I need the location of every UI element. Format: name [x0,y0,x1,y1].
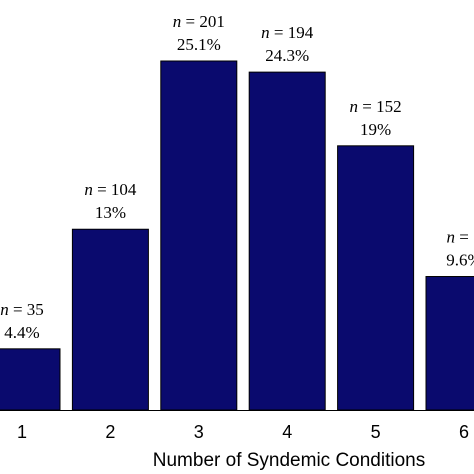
percent-label: 25.1% [177,35,221,54]
count-label: n = 35 [0,300,44,319]
count-label: n = 104 [84,180,137,199]
bar-1 [0,348,61,411]
percent-label: 24.3% [265,46,309,65]
x-tick-label: 5 [371,422,381,442]
count-label: n = 194 [261,23,314,42]
x-axis-title: Number of Syndemic Conditions [153,450,425,471]
count-label: n = 7 [446,228,474,247]
percent-label: 13% [95,203,126,222]
bar-3 [160,60,238,411]
x-tick-labels: 1 2 3 4 5 6 [17,422,469,442]
percent-label: 4.4% [4,323,39,342]
percent-label: 19% [360,120,391,139]
percent-label: 9.6% [446,251,474,270]
x-tick-label: 4 [282,422,292,442]
x-tick-label: 3 [194,422,204,442]
bar-5 [337,145,415,411]
bars-layer [0,60,474,411]
bar-2 [71,228,149,411]
bar-4 [248,71,326,411]
data-labels: n = 35 4.4% n = 104 13% n = 201 25.1% n = 194 2… [0,12,474,342]
count-label: n = 201 [173,12,225,31]
x-tick-label: 6 [459,422,469,442]
x-tick-label: 1 [17,422,27,442]
bar-6 [425,276,474,411]
x-tick-label: 2 [105,422,115,442]
count-label: n = 152 [350,97,402,116]
